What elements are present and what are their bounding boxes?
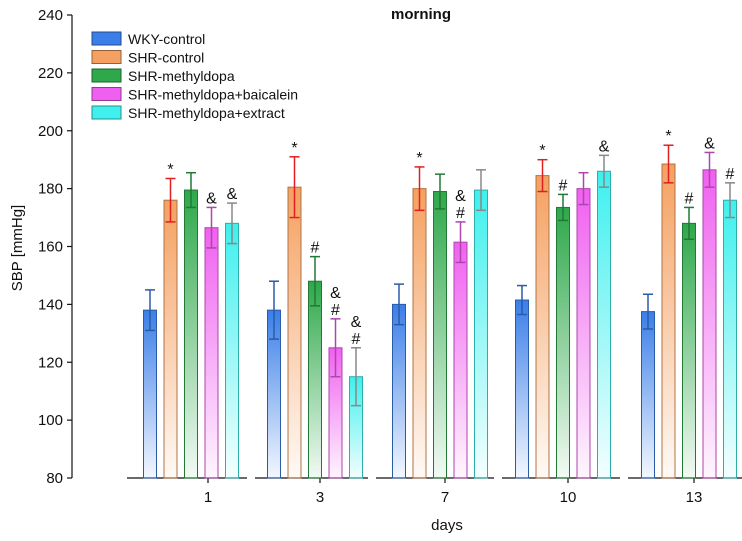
chart-title: morning (391, 6, 451, 23)
bar-shr-methyldopa-day-3 (308, 280, 322, 479)
bar-shr-methyldopa-day-13 (682, 222, 696, 479)
legend-label: SHR-methyldopa+baicalein (128, 87, 298, 103)
y-tick-label: 160 (38, 239, 63, 256)
legend-swatch (91, 105, 122, 120)
x-tick-label: 1 (204, 489, 212, 506)
significance-mark: # (456, 205, 465, 222)
bar-shr-methyldopa-baicalein-day-7 (453, 241, 468, 479)
significance-mark: & (330, 285, 341, 302)
significance-mark: & (206, 190, 217, 207)
bar-shr-methyldopa-day-1 (184, 189, 198, 479)
significance-mark: # (726, 166, 735, 183)
bars: *** **###&#&#&&&#&&# (143, 128, 737, 479)
significance-mark: * (291, 140, 297, 157)
y-axis-title: SBP [mmHg] (9, 205, 26, 291)
legend: WKY-control SHR-control SHR-methyldopa SHR-… (91, 31, 298, 121)
y-tick-label: 80 (46, 470, 63, 487)
bar-shr-control-day-1 (163, 199, 178, 479)
bar-shr-methyldopa-baicalein-day-1 (204, 227, 219, 479)
x-tick-label: 10 (560, 489, 577, 506)
x-axis-title: days (431, 517, 463, 534)
significance-mark: & (599, 138, 610, 155)
significance-mark: # (685, 190, 694, 207)
legend-label: SHR-methyldopa (128, 68, 235, 84)
significance-mark: & (455, 188, 466, 205)
y-tick-label: 200 (38, 123, 63, 140)
x-tick-label: 13 (686, 489, 703, 506)
bar-shr-control-day-10 (535, 175, 550, 479)
y-tick-label: 180 (38, 181, 63, 198)
bar-shr-control-day-3 (287, 186, 302, 479)
significance-mark: & (227, 186, 238, 203)
bar-shr-methyldopa-baicalein-day-10 (576, 188, 591, 479)
significance-mark: & (351, 314, 362, 331)
bar-wky-control-day-13 (641, 311, 655, 479)
y-tick-label: 100 (38, 412, 63, 429)
bar-shr-methyldopa-day-7 (433, 191, 447, 479)
legend-swatch (91, 87, 122, 101)
significance-mark: & (704, 135, 715, 152)
legend-label: SHR-methyldopa+extract (128, 105, 285, 121)
significance-mark: # (311, 240, 320, 257)
legend-swatch (91, 31, 122, 46)
significance-mark: # (331, 302, 340, 319)
significance-mark: * (539, 143, 545, 160)
legend-swatch (91, 50, 122, 64)
significance-mark: * (167, 161, 173, 178)
significance-mark: * (416, 150, 422, 167)
y-tick-label: 120 (38, 354, 63, 371)
bar-shr-methyldopa-extract-day-10 (597, 170, 611, 479)
y-tick-label: 140 (38, 296, 63, 313)
legend-swatch (91, 68, 122, 83)
y-tick-label: 240 (38, 7, 63, 24)
bar-shr-methyldopa-extract-day-1 (225, 222, 239, 479)
legend-label: WKY-control (128, 31, 205, 47)
bar-shr-control-day-13 (661, 163, 676, 479)
bar-wky-control-day-10 (515, 299, 529, 479)
x-tick-label: 7 (441, 489, 449, 506)
bar-shr-control-day-7 (412, 188, 427, 479)
significance-mark: # (352, 331, 361, 348)
bar-shr-methyldopa-extract-day-7 (474, 189, 488, 479)
y-tick-label: 220 (38, 65, 63, 82)
bar-wky-control-day-1 (143, 309, 157, 479)
bar-wky-control-day-7 (392, 303, 406, 479)
significance-mark: * (665, 128, 671, 145)
legend-label: SHR-control (128, 50, 204, 66)
significance-mark: # (559, 177, 568, 194)
bar-shr-methyldopa-extract-day-13 (723, 199, 737, 479)
bar-shr-methyldopa-day-10 (556, 206, 570, 479)
x-tick-label: 3 (316, 489, 324, 506)
bar-shr-methyldopa-baicalein-day-13 (702, 169, 717, 479)
